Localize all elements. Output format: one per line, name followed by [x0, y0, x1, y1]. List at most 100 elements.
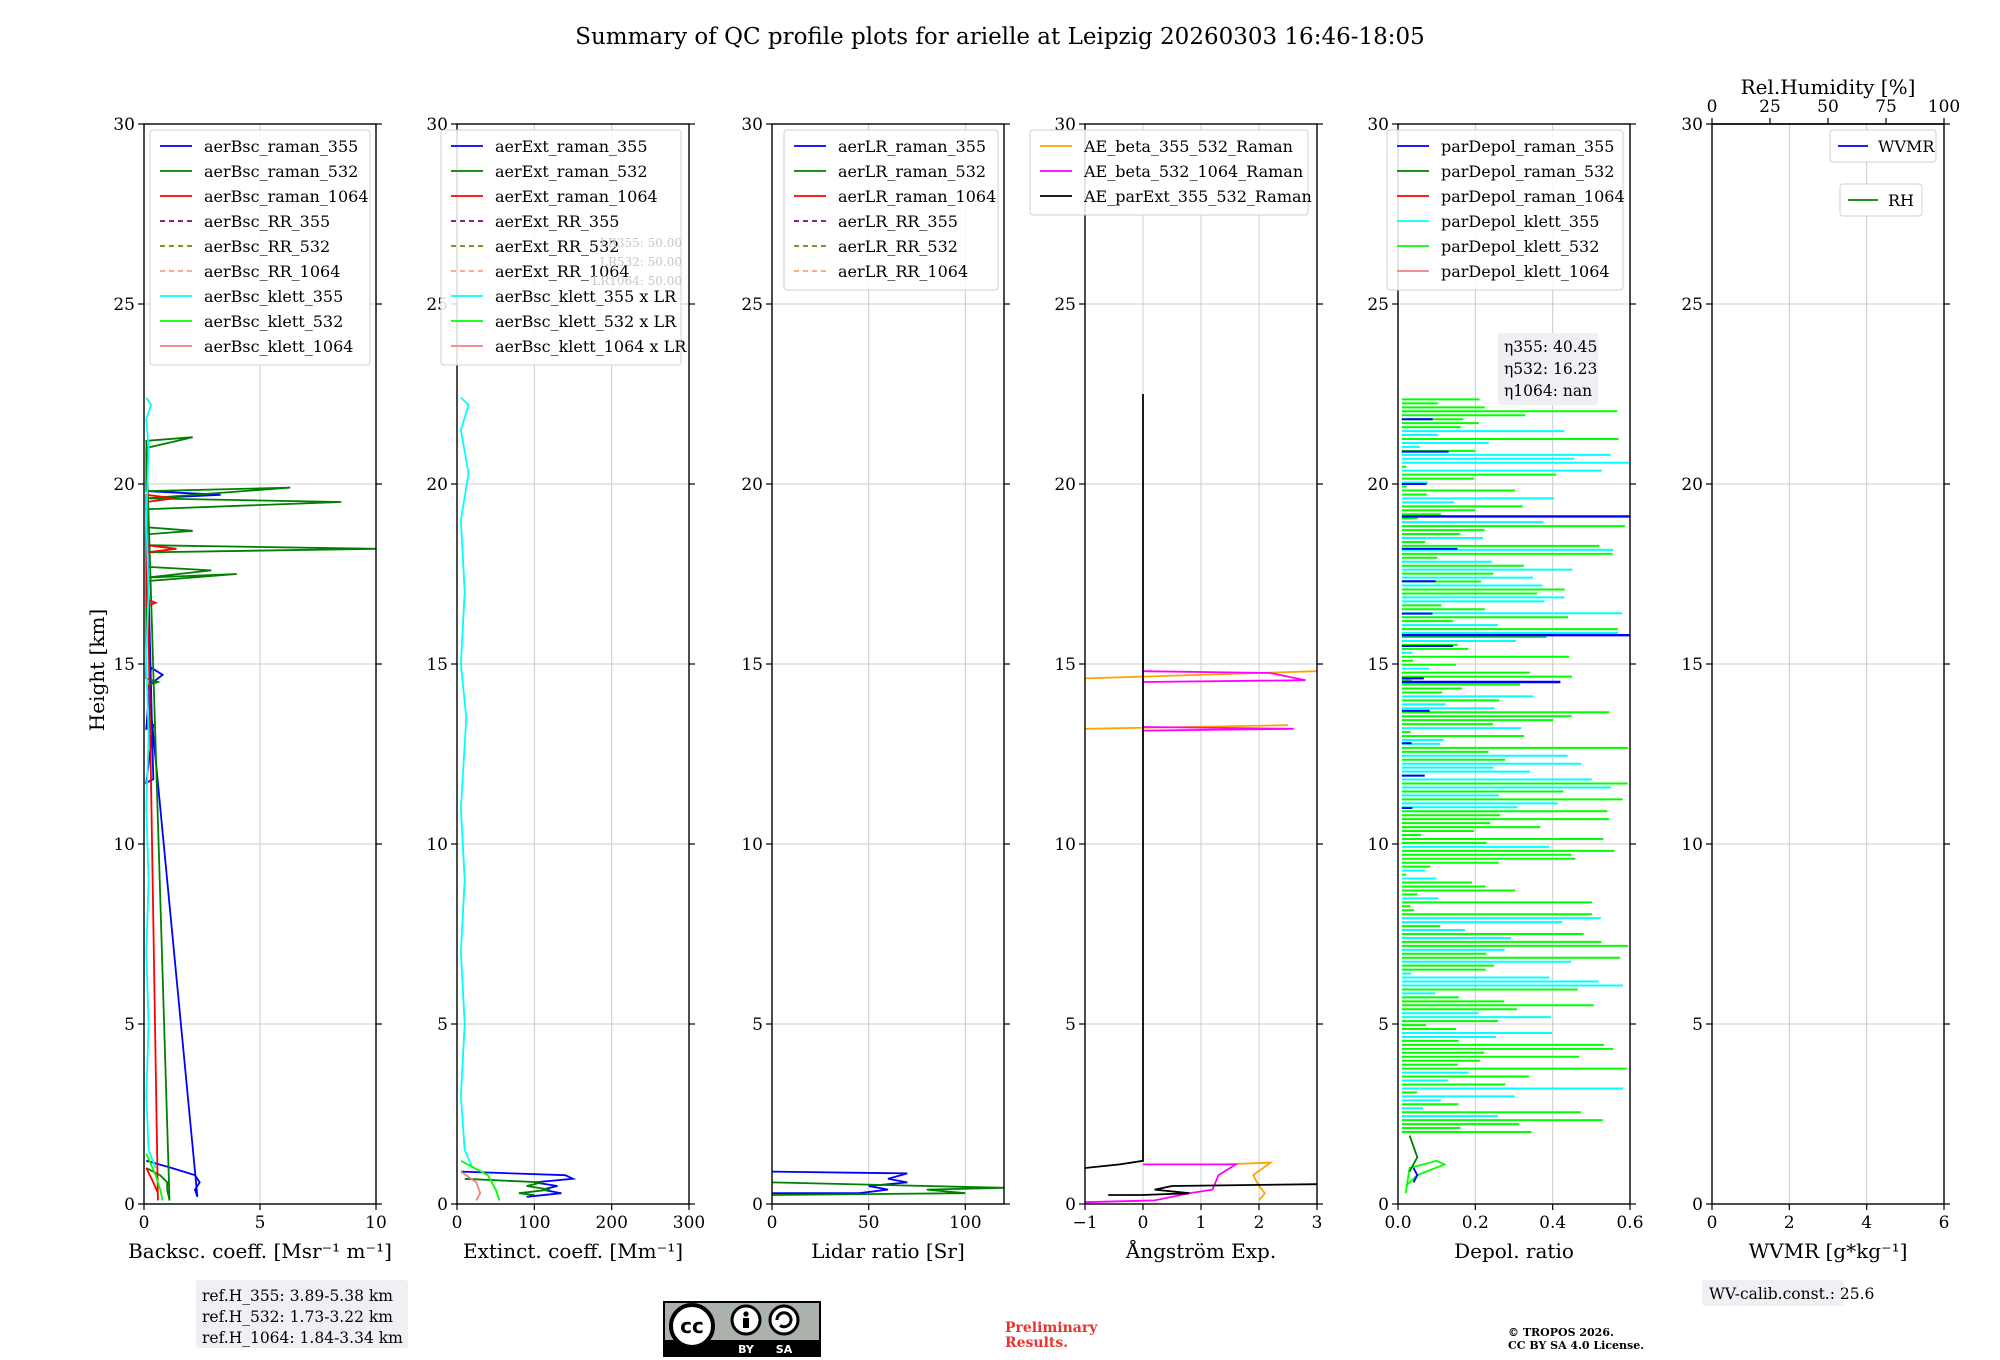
- x-tick-label: 0: [767, 1213, 778, 1233]
- y-tick-label: 20: [113, 475, 135, 495]
- figure-title: Summary of QC profile plots for arielle …: [575, 24, 1425, 50]
- series-aerLR_raman_532: [771, 1181, 1005, 1196]
- y-tick-label: 15: [741, 655, 763, 675]
- legend-box: [1839, 183, 1923, 217]
- legend-label: aerExt_RR_532: [495, 237, 619, 256]
- legend-label: parDepol_raman_355: [1441, 137, 1614, 156]
- y-tick-label: 10: [426, 835, 448, 855]
- legend: parDepol_raman_355 parDepol_raman_532 parD…: [1386, 129, 1625, 291]
- legend-label: aerLR_RR_1064: [838, 262, 968, 281]
- series-aerBsc_raman_355: [145, 490, 221, 1198]
- x-tick-label: 0: [1707, 1213, 1718, 1233]
- y-tick-label: 0: [1065, 1195, 1076, 1215]
- y-tick-label: 20: [1054, 475, 1076, 495]
- series-AE_beta_355_532_Raman: [1084, 670, 1318, 680]
- legend-label: parDepol_klett_355: [1441, 212, 1599, 231]
- y-tick-label: 30: [741, 115, 763, 135]
- legend-label: AE_parExt_355_532_Raman: [1083, 187, 1312, 206]
- y-tick-label: 25: [1681, 295, 1703, 315]
- y-tick-label: 5: [1692, 1015, 1703, 1035]
- legend-label: aerBsc_RR_532: [204, 237, 330, 256]
- series-AE_parExt_355_532_Raman_b: [1108, 1183, 1318, 1196]
- legend-box: [1386, 129, 1624, 291]
- x-tick-label: 100: [518, 1213, 550, 1233]
- legend-label: WVMR: [1878, 137, 1935, 156]
- legend: aerExt_raman_355 aerExt_raman_532 aerExt_r…: [440, 129, 687, 366]
- x2-tick-label: 0: [1707, 97, 1718, 117]
- copyright-line-1: © TROPOS 2026.: [1508, 1326, 1614, 1339]
- y-tick-label: 10: [113, 835, 135, 855]
- legend-label: aerBsc_RR_1064: [204, 262, 340, 281]
- x-tick-label: 100: [949, 1213, 981, 1233]
- x-tick-label: 300: [673, 1213, 705, 1233]
- x-tick-label: 0.6: [1616, 1213, 1643, 1233]
- legend-label: aerLR_RR_532: [838, 237, 958, 256]
- y-tick-label: 30: [1367, 115, 1389, 135]
- y-tick-label: 10: [1681, 835, 1703, 855]
- y-tick-label: 15: [1681, 655, 1703, 675]
- y-tick-label: 0: [752, 1195, 763, 1215]
- x-tick-label: 2: [1784, 1213, 1795, 1233]
- cc-by-label: BY: [738, 1343, 755, 1356]
- series-aerExt_raman_532: [464, 1177, 550, 1196]
- preliminary-line-2: Results.: [1005, 1335, 1068, 1351]
- y-tick-label: 25: [741, 295, 763, 315]
- series-aerExt_raman_355: [460, 1170, 577, 1198]
- x-axis-label: Extinct. coeff. [Mm⁻¹]: [463, 1239, 683, 1263]
- y-tick-label: 15: [1054, 655, 1076, 675]
- y-tick-label: 5: [1378, 1015, 1389, 1035]
- x-tick-label: 0: [1138, 1213, 1149, 1233]
- legend-label: aerBsc_klett_1064: [204, 337, 353, 356]
- legend-label: RH: [1888, 191, 1914, 210]
- x2-tick-label: 100: [1928, 97, 1960, 117]
- y-tick-label: 25: [113, 295, 135, 315]
- legend-label: aerBsc_klett_532: [204, 312, 343, 331]
- x-axis-label: Depol. ratio: [1454, 1239, 1574, 1263]
- series-parDepol_klett_532: [1404, 1159, 1447, 1194]
- x-tick-label: 0.4: [1539, 1213, 1566, 1233]
- series-parDepol_raman_532: [1408, 1135, 1419, 1173]
- panel-depolarization: 0.0 0.2 0.4 0.6 0 5 10 15 20 25 30 Depol. ratio parD…: [1367, 115, 1643, 1263]
- cc-license-badge: cc BY SA: [663, 1301, 821, 1357]
- ref-h-532: ref.H_532: 1.73-3.22 km: [202, 1308, 393, 1326]
- x-tick-label: 10: [365, 1213, 387, 1233]
- x2-tick-label: 25: [1759, 97, 1781, 117]
- panel-lidar-ratio: 0 50 100 0 5 10 15 20 25 30 Lidar ratio [Sr] aerLR_…: [741, 115, 1010, 1263]
- ref-h-1064: ref.H_1064: 1.84-3.34 km: [202, 1329, 403, 1347]
- legend-box: [1029, 129, 1309, 216]
- legend-label: aerLR_raman_355: [838, 137, 986, 156]
- series-aerBsc_klett_355 x LR: [459, 396, 474, 1169]
- legend-label: AE_beta_355_532_Raman: [1083, 137, 1293, 156]
- panel-water-vapor: 0 2 4 6 0 5 10 15 20 25 30 WVMR [g*kg⁻¹] 0 25 50 75 100 R…: [1681, 75, 1960, 1263]
- series-parDepol_raman_355: [1412, 1167, 1419, 1183]
- legend: WVMR RH: [1829, 129, 1937, 217]
- x-tick-label: 1: [1196, 1213, 1207, 1233]
- legend-label: aerExt_RR_1064: [495, 262, 630, 281]
- y-tick-label: 15: [426, 655, 448, 675]
- cc-logo-icon: [669, 1303, 715, 1349]
- x-tick-label: 6: [1939, 1213, 1950, 1233]
- legend-label: aerBsc_klett_532 x LR: [495, 312, 677, 331]
- wv-calib-const: WV-calib.const.: 25.6: [1709, 1285, 1874, 1303]
- wv-calib-box: WV-calib.const.: 25.6: [1702, 1280, 1874, 1306]
- legend-label: aerExt_raman_532: [495, 162, 648, 181]
- legend-label: aerBsc_raman_1064: [204, 187, 369, 206]
- series-aerBsc_raman_1064: [145, 493, 177, 1201]
- x-tick-label: 2: [1254, 1213, 1265, 1233]
- legend-box: [149, 129, 371, 366]
- legend-label: aerLR_RR_355: [838, 212, 958, 231]
- y-tick-label: 5: [437, 1015, 448, 1035]
- legend-label: aerExt_raman_355: [495, 137, 648, 156]
- legend-label: aerExt_raman_1064: [495, 187, 658, 206]
- legend: AE_beta_355_532_Raman AE_beta_532_1064_Ra…: [1029, 129, 1312, 216]
- x-tick-label: 0: [452, 1213, 463, 1233]
- y-tick-label: 25: [1367, 295, 1389, 315]
- y-tick-label: 30: [113, 115, 135, 135]
- cc-sa-label: SA: [776, 1343, 793, 1356]
- x-tick-label: −1: [1072, 1213, 1097, 1233]
- series-AE_beta_532_1064_Raman_b: [1142, 726, 1294, 732]
- series-aerBsc_klett_1064 x LR: [460, 1170, 482, 1201]
- x2-tick-label: 75: [1875, 97, 1897, 117]
- y-axis-label: Height [km]: [85, 609, 109, 731]
